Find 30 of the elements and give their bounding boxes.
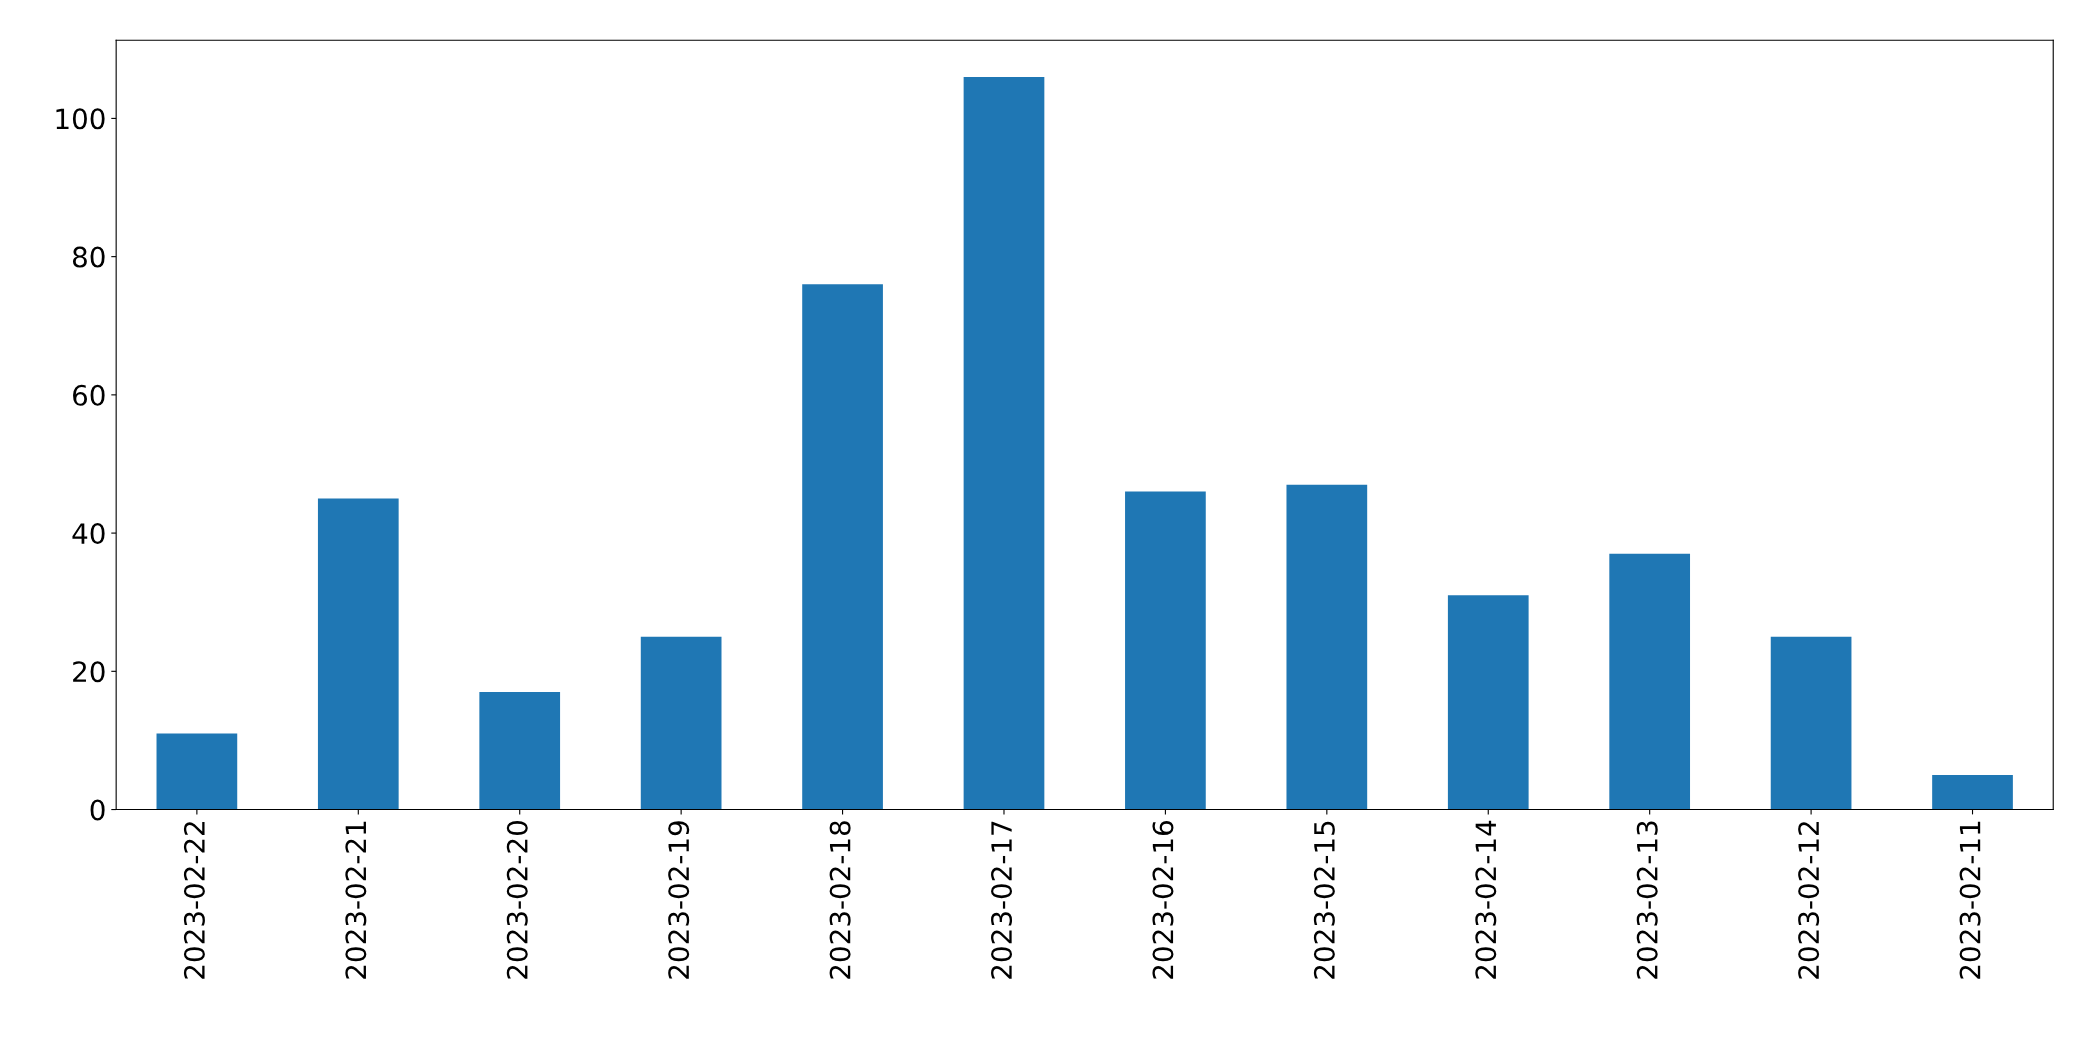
x-tick-label: 2023-02-17 <box>991 821 1013 979</box>
bar <box>1770 636 1852 810</box>
x-tick-label: 2023-02-12 <box>1798 822 1820 979</box>
y-tick-label: 100 <box>56 108 105 130</box>
y-tick-label: 20 <box>73 661 105 683</box>
bar <box>156 733 238 810</box>
bar <box>1447 595 1529 810</box>
bar <box>1932 774 2013 810</box>
x-tick-label: 2023-02-13 <box>1636 821 1658 979</box>
bar <box>802 284 883 810</box>
x-tick-label: 2023-02-14 <box>1475 820 1497 979</box>
x-tick-label: 2023-02-20 <box>506 821 528 979</box>
x-tick-label: 2023-02-15 <box>1313 821 1335 979</box>
bar <box>317 498 399 810</box>
x-tick-label: 2023-02-16 <box>1152 821 1174 979</box>
y-tick-label: 40 <box>72 523 105 545</box>
y-tick-label: 80 <box>72 246 105 268</box>
bar <box>963 76 1045 810</box>
bar <box>1286 484 1368 810</box>
bar <box>479 692 561 810</box>
x-tick-label: 2023-02-18 <box>829 821 851 979</box>
bar <box>1125 491 1206 810</box>
bar <box>1609 553 1691 810</box>
x-tick-label: 2023-02-22 <box>183 822 205 979</box>
x-tick-label: 2023-02-19 <box>668 821 690 979</box>
y-tick-label: 0 <box>90 799 105 821</box>
x-tick-label: 2023-02-21 <box>345 821 367 979</box>
bar <box>640 636 722 810</box>
y-tick-label: 60 <box>73 384 105 406</box>
x-tick-label: 2023-02-11 <box>1959 821 1981 979</box>
